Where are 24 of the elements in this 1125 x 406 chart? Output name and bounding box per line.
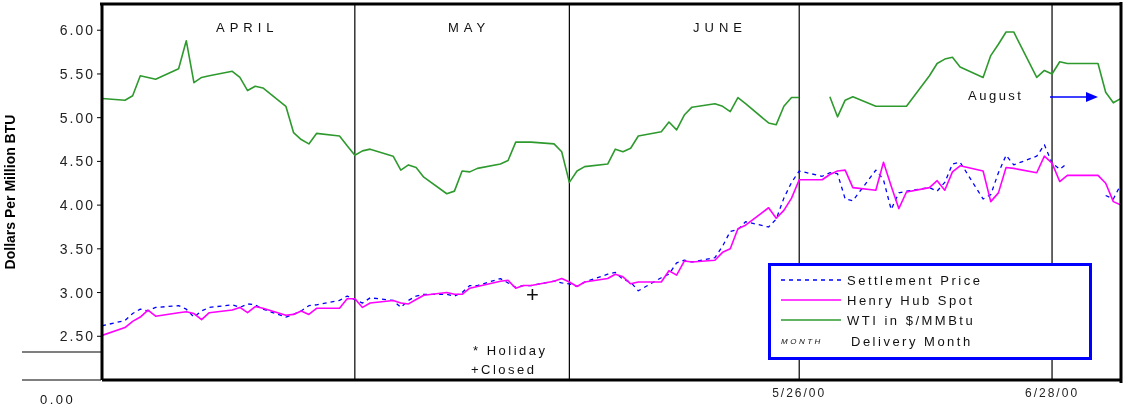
annotation: MONTH xyxy=(781,336,824,346)
legend-label: Settlement Price xyxy=(847,272,983,288)
legend-label: WTI in $/MMBtu xyxy=(847,312,976,328)
x-tick-label: 6/28/00 xyxy=(1025,385,1080,400)
y-tick-label: 3.50 xyxy=(59,240,95,257)
y-tick-label: 3.00 xyxy=(59,284,95,301)
annotation: MAY xyxy=(448,20,491,35)
annotation: JUNE xyxy=(693,20,747,35)
annotation: Delivery Month xyxy=(851,333,973,349)
x-tick-label: 5/26/00 xyxy=(772,385,827,400)
y-tick-label: 5.00 xyxy=(59,109,95,126)
annotation: * Holiday xyxy=(473,343,548,358)
y-tick-label: 4.00 xyxy=(59,197,95,214)
y-tick-label: 4.50 xyxy=(59,153,95,170)
y-axis-title: Dollars Per Million BTU xyxy=(1,114,18,270)
legend-label: Henry Hub Spot xyxy=(847,292,975,308)
y-tick-label: 5.50 xyxy=(59,65,95,82)
y-tick-label: 2.50 xyxy=(59,328,95,345)
annotation: August xyxy=(968,88,1024,103)
annotation: APRIL xyxy=(216,20,279,35)
annotation: + xyxy=(526,282,539,308)
text: 0.00 xyxy=(40,392,76,406)
annotation: +Closed xyxy=(471,362,537,377)
y-tick-label: 6.00 xyxy=(59,22,95,39)
